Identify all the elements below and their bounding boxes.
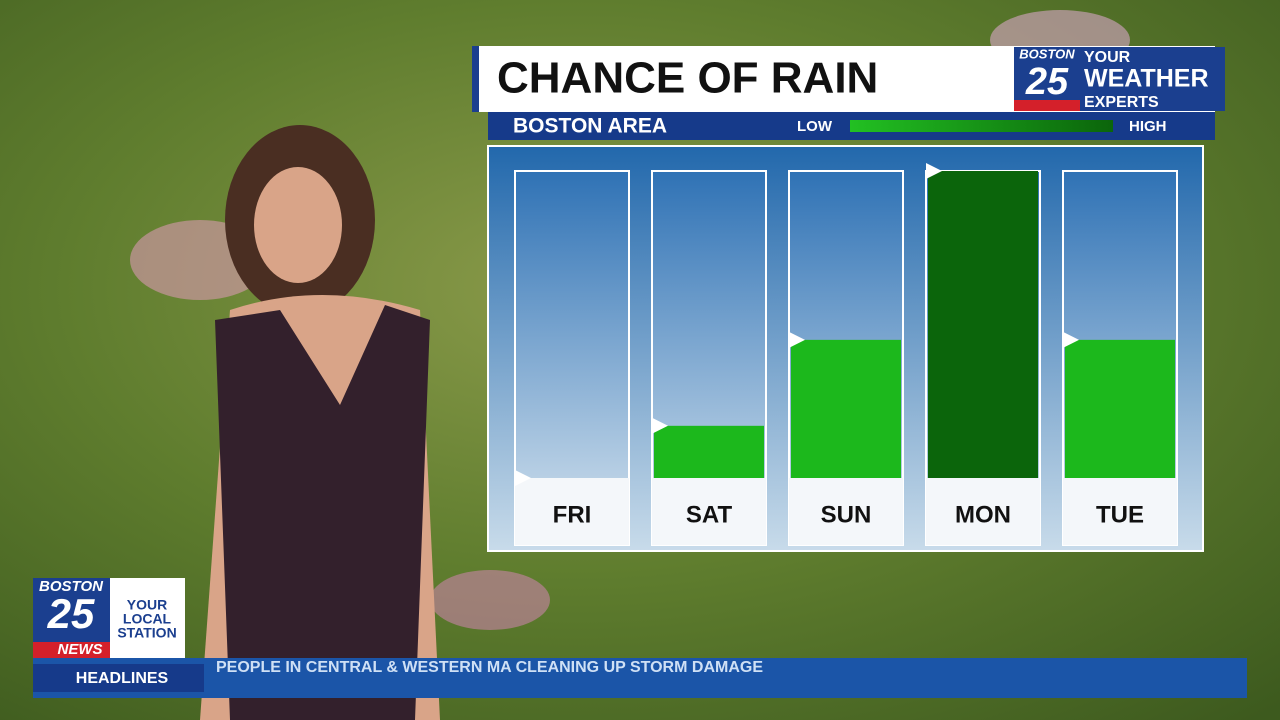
level-marker (652, 417, 668, 434)
level-marker (515, 470, 531, 486)
presenter-face (254, 167, 342, 283)
x-tick-label: SUN (821, 501, 872, 528)
ticker-text: PEOPLE IN CENTRAL & WESTERN MA CLEANING … (216, 659, 763, 676)
news-logo-brand: NEWS (58, 641, 103, 658)
news-logo-stripe (33, 642, 110, 658)
legend-scale (850, 120, 1113, 132)
ticker-label: HEADLINES (76, 670, 169, 687)
label-area (789, 478, 903, 545)
bar (1065, 339, 1175, 478)
logo-number: 25 (1025, 61, 1069, 103)
bar (791, 339, 901, 478)
level-marker (789, 331, 805, 348)
chart: FRI SAT SUN MON TUE (514, 163, 1178, 546)
logo-stripe (1014, 100, 1080, 111)
news-logo-line3: STATION (117, 625, 176, 641)
news-logo-line2: LOCAL (123, 611, 172, 627)
logo-line3: EXPERTS (1084, 94, 1159, 111)
bar (928, 171, 1038, 478)
level-marker (926, 163, 942, 179)
flower (430, 570, 550, 630)
news-logo-number: 25 (47, 590, 95, 637)
label-area (515, 478, 629, 545)
title: CHANCE OF RAIN (497, 54, 878, 103)
news-logo-text-box (110, 578, 185, 658)
level-marker (1063, 331, 1079, 348)
legend-low: LOW (797, 118, 833, 135)
news-logo-station: BOSTON (39, 578, 104, 595)
logo-text-box (1080, 47, 1225, 111)
x-tick-label: MON (955, 501, 1011, 528)
logo-station: BOSTON (1019, 46, 1075, 61)
ticker-label-box (33, 664, 204, 692)
news-logo-line1: YOUR (127, 597, 167, 613)
x-tick-label: TUE (1096, 501, 1144, 528)
logo-line2: WEATHER (1084, 65, 1209, 93)
label-area (926, 478, 1040, 545)
subtitle: BOSTON AREA (513, 115, 667, 138)
ticker-bar (33, 658, 1247, 698)
x-tick-label: FRI (553, 501, 592, 528)
x-tick-label: SAT (686, 501, 733, 528)
logo-line1: YOUR (1084, 49, 1131, 66)
title-accent (472, 46, 479, 112)
bar (654, 425, 764, 478)
label-area (1063, 478, 1177, 545)
legend-high: HIGH (1129, 118, 1167, 135)
label-area (652, 478, 766, 545)
presenter-dress (215, 305, 430, 720)
